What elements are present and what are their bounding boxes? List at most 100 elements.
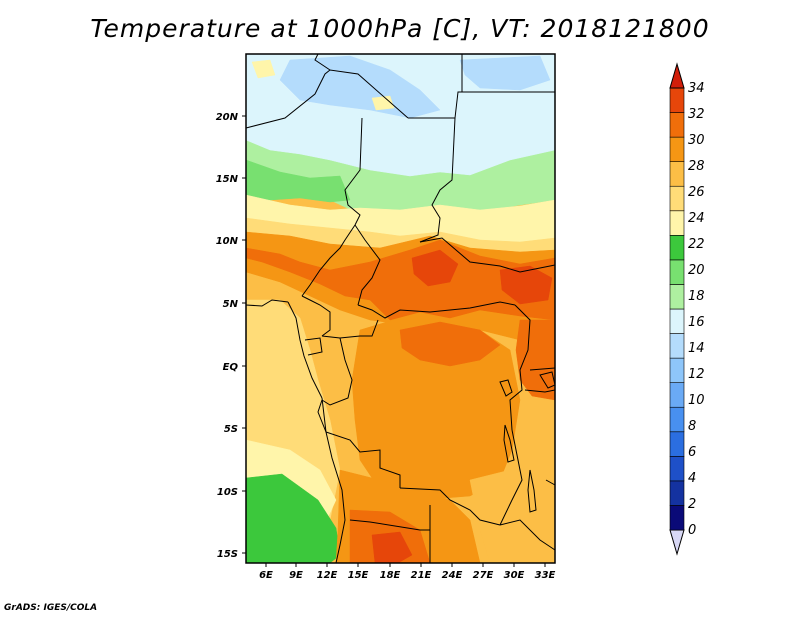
field-hottest-belt [246, 239, 555, 321]
colorbar-label: 20 [688, 263, 705, 278]
colorbar-swatch [669, 480, 685, 506]
lat-label: EQ [223, 362, 239, 373]
border-line [344, 117, 363, 226]
grads-credit: GrADS: IGES/COLA [4, 603, 98, 613]
colorbar-labels: 0 2 4 6 8 10 12 14 16 18 20 22 24 26 28 … [688, 81, 705, 538]
lon-label: 6E [259, 570, 273, 581]
field-south-peak [371, 531, 413, 563]
colorbar-swatch [669, 87, 685, 113]
lon-label: 21E [411, 570, 432, 581]
colorbar-segments [669, 62, 685, 556]
lon-label: 15E [348, 570, 369, 581]
field-east-hot [515, 319, 555, 401]
country-borders [245, 53, 556, 564]
colorbar-label: 14 [688, 341, 705, 356]
border-line [301, 295, 331, 337]
field-north-warm-patch-1 [251, 59, 276, 79]
colorbar-swatch [669, 456, 685, 482]
colorbar-label: 24 [688, 211, 705, 226]
colorbar-swatch [669, 210, 685, 236]
colorbar-swatch [669, 505, 685, 531]
border-line [499, 519, 556, 551]
colorbar-label: 2 [688, 497, 696, 512]
colorbar-swatch [669, 333, 685, 359]
border-line [529, 367, 556, 371]
field-southeast [469, 469, 555, 563]
lake-tanganyika [503, 424, 515, 463]
lon-label: 27E [473, 570, 494, 581]
lat-label: 15N [216, 174, 239, 185]
latitude-labels: 20N 15N 10N 5N EQ 5S 10S 15S [216, 112, 239, 560]
temperature-field [246, 54, 555, 563]
colorbar-label: 10 [688, 393, 705, 408]
lon-label: 30E [504, 570, 525, 581]
colorbar-swatch [669, 284, 685, 310]
border-line [245, 69, 409, 129]
colorbar-label: 8 [688, 419, 696, 434]
border-line [419, 237, 556, 273]
border-line [419, 117, 456, 243]
colorbar-swatch [669, 161, 685, 187]
border-line [408, 54, 463, 119]
colorbar-swatch [669, 406, 685, 433]
field-basin-hot [399, 321, 501, 367]
border-line [354, 224, 381, 306]
chart-title: Temperature at 1000hPa [C], VT: 20181218… [90, 14, 710, 43]
colorbar-swatch [669, 112, 685, 138]
colorbar-label: 34 [688, 81, 705, 96]
border-line [314, 53, 331, 71]
border-line [545, 479, 556, 486]
colorbar-label: 30 [688, 133, 705, 148]
lon-label: 12E [317, 570, 338, 581]
colorbar-swatch [669, 308, 685, 334]
border-line [357, 301, 516, 319]
colorbar-swatch [669, 235, 685, 261]
colorbar-label: 18 [688, 289, 705, 304]
border-line [304, 337, 323, 356]
colorbar-label: 26 [688, 185, 705, 200]
lat-label: 15S [217, 549, 238, 560]
colorbar-swatch [669, 382, 685, 408]
colorbar-label: 0 [688, 523, 696, 538]
field-peak-1 [411, 249, 459, 287]
border-line [399, 487, 501, 526]
lake-malawi [527, 469, 537, 513]
border-line [317, 399, 327, 433]
colorbar-swatch [669, 357, 685, 383]
colorbar-label: 32 [688, 107, 705, 122]
border-line [301, 224, 356, 297]
colorbar-swatch [669, 259, 685, 285]
lat-label: 5S [224, 424, 238, 435]
colorbar-label: 12 [688, 367, 705, 382]
coastline [321, 397, 346, 564]
colorbar-label: 4 [688, 471, 696, 486]
field-north-blue-2 [459, 55, 551, 91]
border-line [499, 429, 523, 526]
colorbar-under-arrow [669, 529, 685, 556]
lon-label: 24E [442, 570, 463, 581]
colorbar-swatch [669, 136, 685, 162]
colorbar-label: 16 [688, 315, 705, 330]
lake-victoria [499, 379, 513, 397]
border-line [321, 319, 379, 339]
field-peak-2 [499, 265, 553, 305]
colorbar-label: 22 [688, 237, 705, 252]
colorbar-label: 28 [688, 159, 705, 174]
border-line [349, 519, 430, 531]
colorbar-label: 6 [688, 445, 696, 460]
lat-label: 10N [216, 236, 239, 247]
coastline [245, 299, 289, 307]
lon-label: 18E [380, 570, 401, 581]
lon-label: 33E [535, 570, 556, 581]
lat-label: 10S [217, 487, 238, 498]
longitude-labels: 6E 9E 12E 15E 18E 21E 24E 27E 30E 33E [259, 570, 555, 581]
border-line [524, 389, 556, 393]
border-line [325, 431, 401, 488]
coastline [287, 301, 323, 399]
colorbar-over-arrow [669, 62, 685, 89]
colorbar: 0 2 4 6 8 10 12 14 16 18 20 22 24 26 28 … [669, 62, 705, 556]
lat-label: 20N [216, 112, 239, 123]
border-line [509, 304, 531, 431]
colorbar-swatch [669, 185, 685, 212]
